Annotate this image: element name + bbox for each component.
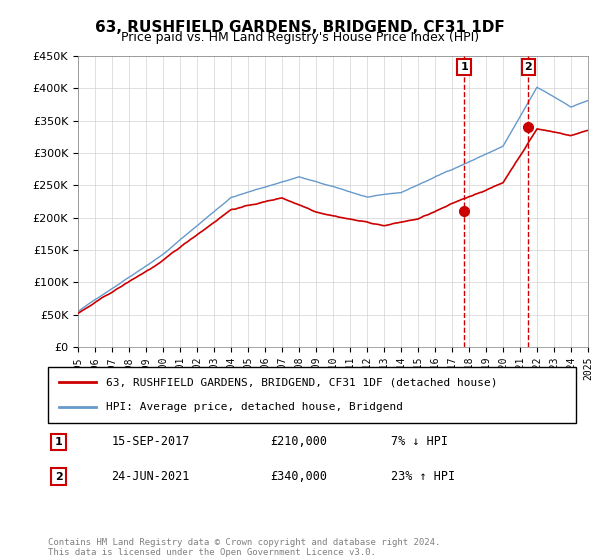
- Text: Contains HM Land Registry data © Crown copyright and database right 2024.
This d: Contains HM Land Registry data © Crown c…: [48, 538, 440, 557]
- Text: 1: 1: [55, 437, 62, 447]
- Text: 63, RUSHFIELD GARDENS, BRIDGEND, CF31 1DF (detached house): 63, RUSHFIELD GARDENS, BRIDGEND, CF31 1D…: [106, 377, 497, 388]
- Text: 24-JUN-2021: 24-JUN-2021: [112, 470, 190, 483]
- Text: 23% ↑ HPI: 23% ↑ HPI: [391, 470, 455, 483]
- Text: 2: 2: [55, 472, 62, 482]
- Text: 15-SEP-2017: 15-SEP-2017: [112, 435, 190, 449]
- Text: £210,000: £210,000: [270, 435, 327, 449]
- Text: 1: 1: [460, 62, 468, 72]
- FancyBboxPatch shape: [48, 367, 576, 423]
- Text: HPI: Average price, detached house, Bridgend: HPI: Average price, detached house, Brid…: [106, 402, 403, 412]
- Text: 7% ↓ HPI: 7% ↓ HPI: [391, 435, 448, 449]
- Text: £340,000: £340,000: [270, 470, 327, 483]
- Text: 63, RUSHFIELD GARDENS, BRIDGEND, CF31 1DF: 63, RUSHFIELD GARDENS, BRIDGEND, CF31 1D…: [95, 20, 505, 35]
- Text: Price paid vs. HM Land Registry's House Price Index (HPI): Price paid vs. HM Land Registry's House …: [121, 31, 479, 44]
- Text: 2: 2: [524, 62, 532, 72]
